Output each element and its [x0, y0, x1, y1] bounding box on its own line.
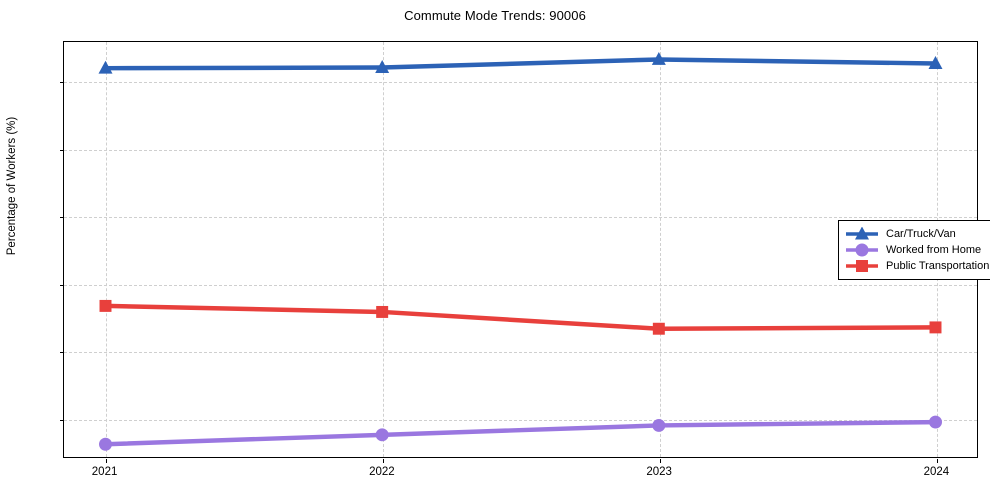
series-line: [103, 303, 938, 331]
y-tick-mark: [60, 352, 64, 354]
y-tick-mark: [60, 82, 64, 84]
x-tick-mark: [105, 459, 107, 463]
chart-title: Commute Mode Trends: 90006: [404, 8, 586, 23]
data-point-marker: [929, 415, 942, 429]
data-point-marker: [855, 226, 869, 240]
x-tick-label: 2024: [923, 466, 950, 478]
legend-label: Worked from Home: [886, 244, 982, 256]
legend-label: Car/Truck/Van: [886, 228, 956, 240]
data-point-marker: [99, 299, 112, 312]
x-tick-label: 2021: [91, 466, 118, 478]
data-point-marker: [375, 428, 389, 442]
chart-legend: Car/Truck/Van Worked from Home Public Tran…: [838, 220, 990, 280]
series-car-truck-van: [98, 51, 943, 74]
data-point-marker: [855, 243, 869, 257]
legend-marker-square-icon: [845, 259, 879, 273]
data-point-marker: [652, 418, 666, 432]
series-line: [103, 419, 938, 447]
legend-marker-circle-icon: [845, 243, 879, 257]
series-public-transportation: [99, 299, 942, 335]
x-tick-mark: [660, 459, 662, 463]
data-point-marker: [98, 60, 113, 74]
x-tick-mark: [382, 459, 384, 463]
series-layer: [98, 51, 943, 451]
legend-marker-triangle-icon: [845, 226, 879, 241]
y-axis-label: Percentage of Workers (%): [6, 116, 18, 256]
legend-item: Car/Truck/Van: [845, 226, 989, 242]
y-tick-mark: [60, 149, 64, 151]
legend-label: Public Transportation: [886, 260, 990, 272]
x-tick-label: 2022: [369, 466, 395, 478]
series-line: [103, 57, 938, 71]
legend-item: Worked from Home: [845, 242, 989, 258]
data-point-marker: [376, 305, 389, 318]
x-tick-mark: [937, 459, 939, 463]
data-point-marker: [99, 437, 112, 451]
data-point-marker: [375, 60, 390, 73]
data-point-marker: [651, 51, 666, 65]
data-point-marker: [652, 322, 665, 335]
data-point-marker: [928, 56, 943, 69]
legend-item: Public Transportation: [845, 258, 989, 274]
y-tick-mark: [60, 284, 64, 286]
data-point-marker: [929, 321, 942, 334]
data-point-marker: [856, 260, 868, 272]
y-tick-mark: [60, 419, 64, 421]
series-worked-from-home: [99, 415, 942, 451]
x-tick-label: 2023: [646, 466, 672, 478]
y-tick-mark: [60, 217, 64, 219]
